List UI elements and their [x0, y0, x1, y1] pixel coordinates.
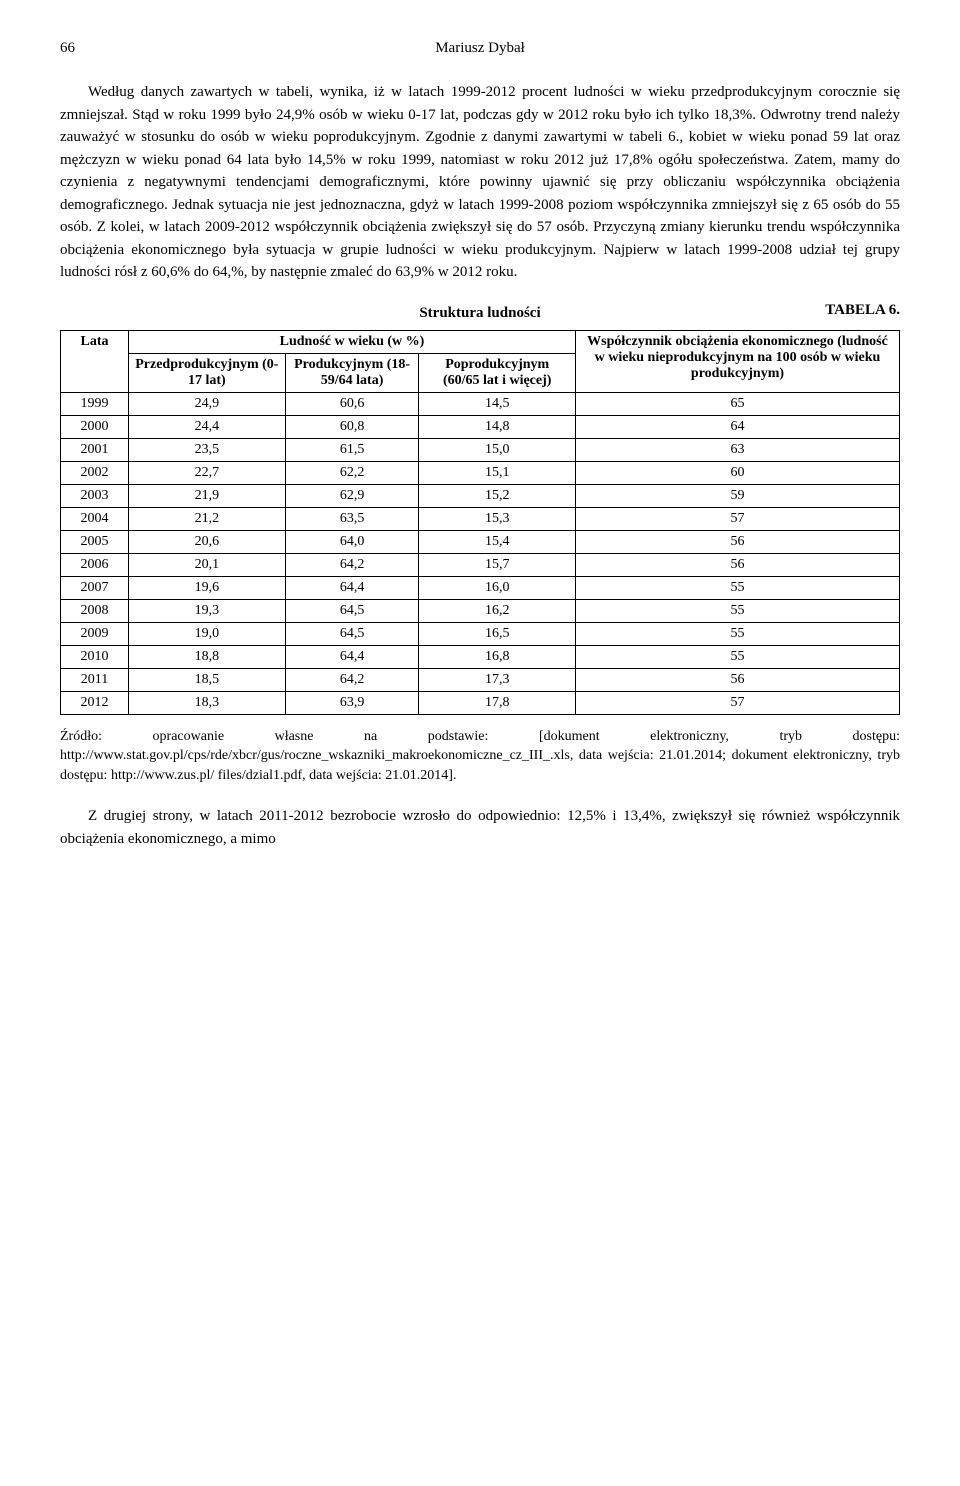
table-cell: 55 — [575, 645, 899, 668]
table-cell: 16,2 — [419, 599, 575, 622]
table-cell: 55 — [575, 576, 899, 599]
table-cell: 64,2 — [285, 553, 419, 576]
table-cell: 15,2 — [419, 484, 575, 507]
table-cell: 64,4 — [285, 645, 419, 668]
table-cell: 2007 — [61, 576, 129, 599]
page-number: 66 — [60, 40, 75, 57]
table-cell: 55 — [575, 622, 899, 645]
page-header: 66 Mariusz Dybał 66 — [60, 40, 900, 57]
table-cell: 2009 — [61, 622, 129, 645]
table-cell: 2003 — [61, 484, 129, 507]
table-row: 200321,962,915,259 — [61, 484, 900, 507]
table-cell: 62,2 — [285, 461, 419, 484]
table-cell: 56 — [575, 530, 899, 553]
table-cell: 20,1 — [129, 553, 286, 576]
col-group-ludnosc: Ludność w wieku (w %) — [129, 330, 576, 353]
table-cell: 16,0 — [419, 576, 575, 599]
table-cell: 64,4 — [285, 576, 419, 599]
table-row: 200719,664,416,055 — [61, 576, 900, 599]
table-cell: 65 — [575, 392, 899, 415]
table-cell: 63,9 — [285, 691, 419, 714]
table-cell: 2001 — [61, 438, 129, 461]
table-cell: 61,5 — [285, 438, 419, 461]
table-cell: 2008 — [61, 599, 129, 622]
table-row: 201218,363,917,857 — [61, 691, 900, 714]
table-cell: 21,2 — [129, 507, 286, 530]
table-cell: 14,8 — [419, 415, 575, 438]
table-cell: 60 — [575, 461, 899, 484]
source-note: Źródło: opracowanie własne na podstawie:… — [60, 727, 900, 786]
col-prod: Produkcyjnym (18-59/64 lata) — [285, 353, 419, 392]
table-cell: 15,0 — [419, 438, 575, 461]
table-row: 201118,564,217,356 — [61, 668, 900, 691]
table-row: 201018,864,416,855 — [61, 645, 900, 668]
table-cell: 17,8 — [419, 691, 575, 714]
table-cell: 55 — [575, 599, 899, 622]
table-cell: 16,8 — [419, 645, 575, 668]
table-cell: 18,8 — [129, 645, 286, 668]
table-cell: 22,7 — [129, 461, 286, 484]
table-cell: 62,9 — [285, 484, 419, 507]
table-cell: 2012 — [61, 691, 129, 714]
table-cell: 15,7 — [419, 553, 575, 576]
col-poprod: Poprodukcyjnym (60/65 lat i więcej) — [419, 353, 575, 392]
table-cell: 23,5 — [129, 438, 286, 461]
table-cell: 59 — [575, 484, 899, 507]
table-cell: 20,6 — [129, 530, 286, 553]
table-cell: 14,5 — [419, 392, 575, 415]
table-block: TABELA 6. Struktura ludności Lata Ludnoś… — [60, 302, 900, 786]
table-cell: 15,4 — [419, 530, 575, 553]
table-cell: 64,2 — [285, 668, 419, 691]
table-cell: 63 — [575, 438, 899, 461]
table-cell: 16,5 — [419, 622, 575, 645]
table-cell: 56 — [575, 553, 899, 576]
table-cell: 1999 — [61, 392, 129, 415]
table-cell: 56 — [575, 668, 899, 691]
table-title: Struktura ludności — [60, 305, 900, 322]
table-cell: 2011 — [61, 668, 129, 691]
paragraph-footer: Z drugiej strony, w latach 2011-2012 bez… — [60, 805, 900, 850]
col-lata: Lata — [61, 330, 129, 392]
paragraph-main: Według danych zawartych w tabeli, wynika… — [60, 81, 900, 284]
table-row: 200520,664,015,456 — [61, 530, 900, 553]
table-row: 200024,460,814,864 — [61, 415, 900, 438]
table-cell: 2000 — [61, 415, 129, 438]
table-cell: 15,3 — [419, 507, 575, 530]
structure-table: Lata Ludność w wieku (w %) Współczynnik … — [60, 330, 900, 715]
table-cell: 19,3 — [129, 599, 286, 622]
table-cell: 18,3 — [129, 691, 286, 714]
table-cell: 64,5 — [285, 599, 419, 622]
table-cell: 64,0 — [285, 530, 419, 553]
table-cell: 63,5 — [285, 507, 419, 530]
table-row: 200222,762,215,160 — [61, 461, 900, 484]
table-row: 200919,064,516,555 — [61, 622, 900, 645]
table-cell: 24,9 — [129, 392, 286, 415]
table-cell: 57 — [575, 507, 899, 530]
table-cell: 15,1 — [419, 461, 575, 484]
table-cell: 18,5 — [129, 668, 286, 691]
table-row: 200421,263,515,357 — [61, 507, 900, 530]
table-cell: 2004 — [61, 507, 129, 530]
table-row: 200620,164,215,756 — [61, 553, 900, 576]
table-cell: 24,4 — [129, 415, 286, 438]
table-cell: 19,6 — [129, 576, 286, 599]
table-cell: 17,3 — [419, 668, 575, 691]
table-cell: 2002 — [61, 461, 129, 484]
col-przedprod: Przedprodukcyjnym (0-17 lat) — [129, 353, 286, 392]
table-cell: 64 — [575, 415, 899, 438]
table-cell: 2010 — [61, 645, 129, 668]
table-cell: 60,8 — [285, 415, 419, 438]
table-cell: 21,9 — [129, 484, 286, 507]
table-row: 200819,364,516,255 — [61, 599, 900, 622]
table-row: 199924,960,614,565 — [61, 392, 900, 415]
table-cell: 2005 — [61, 530, 129, 553]
table-cell: 2006 — [61, 553, 129, 576]
table-row: 200123,561,515,063 — [61, 438, 900, 461]
table-cell: 19,0 — [129, 622, 286, 645]
author-name: Mariusz Dybał — [75, 40, 885, 57]
col-wspol: Współczynnik obciążenia ekonomicznego (l… — [575, 330, 899, 392]
table-cell: 57 — [575, 691, 899, 714]
table-cell: 64,5 — [285, 622, 419, 645]
table-cell: 60,6 — [285, 392, 419, 415]
